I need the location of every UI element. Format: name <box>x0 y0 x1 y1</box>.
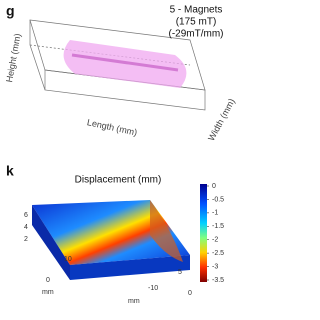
tick-label: 6 <box>24 212 28 219</box>
colorbar-tick-label: -2.5 <box>212 250 224 257</box>
axis-label: Length (mm) <box>86 117 138 137</box>
colorbar-ticks: 0 -0.5 -1 -1.5 -2 -2.5 -3 -3.5 <box>207 183 224 284</box>
axis-unit: mm <box>42 289 54 296</box>
tick-label: -10 <box>148 285 158 292</box>
tick-label: 2 <box>24 236 28 243</box>
panel-letter: g <box>6 3 15 19</box>
colorbar-tick-label: -1 <box>212 210 218 217</box>
axis-label: Width (mm) <box>206 97 237 143</box>
tick-label: 4 <box>24 224 28 231</box>
axis-unit: mm <box>128 298 140 305</box>
colorbar-tick-label: -0.5 <box>212 196 224 203</box>
panel-letter: k <box>6 163 14 179</box>
colorbar-tick-label: -1.5 <box>212 223 224 230</box>
legend-line: 5 - Magnets <box>170 5 223 16</box>
legend-line: (-29mT/mm) <box>169 29 224 40</box>
displacement-surface <box>32 200 190 280</box>
plot-title: Displacement (mm) <box>75 175 162 186</box>
tick-label: 10 <box>64 256 72 263</box>
magnetic-field-cloud <box>63 40 187 88</box>
colorbar <box>200 184 207 282</box>
tick-label: 0 <box>188 290 192 297</box>
colorbar-tick-label: 0 <box>212 183 216 190</box>
legend-line: (175 mT) <box>176 17 217 28</box>
tick-label: 5 <box>178 269 182 276</box>
axis-label: Height (mm) <box>4 33 22 83</box>
colorbar-tick-label: -3.5 <box>212 277 224 284</box>
tick-label: 0 <box>46 277 50 284</box>
colorbar-tick-label: -3 <box>212 263 218 270</box>
colorbar-tick-label: -2 <box>212 237 218 244</box>
figure: g 5 - Magnets (175 mT) (-29mT/mm) Height… <box>4 3 237 305</box>
